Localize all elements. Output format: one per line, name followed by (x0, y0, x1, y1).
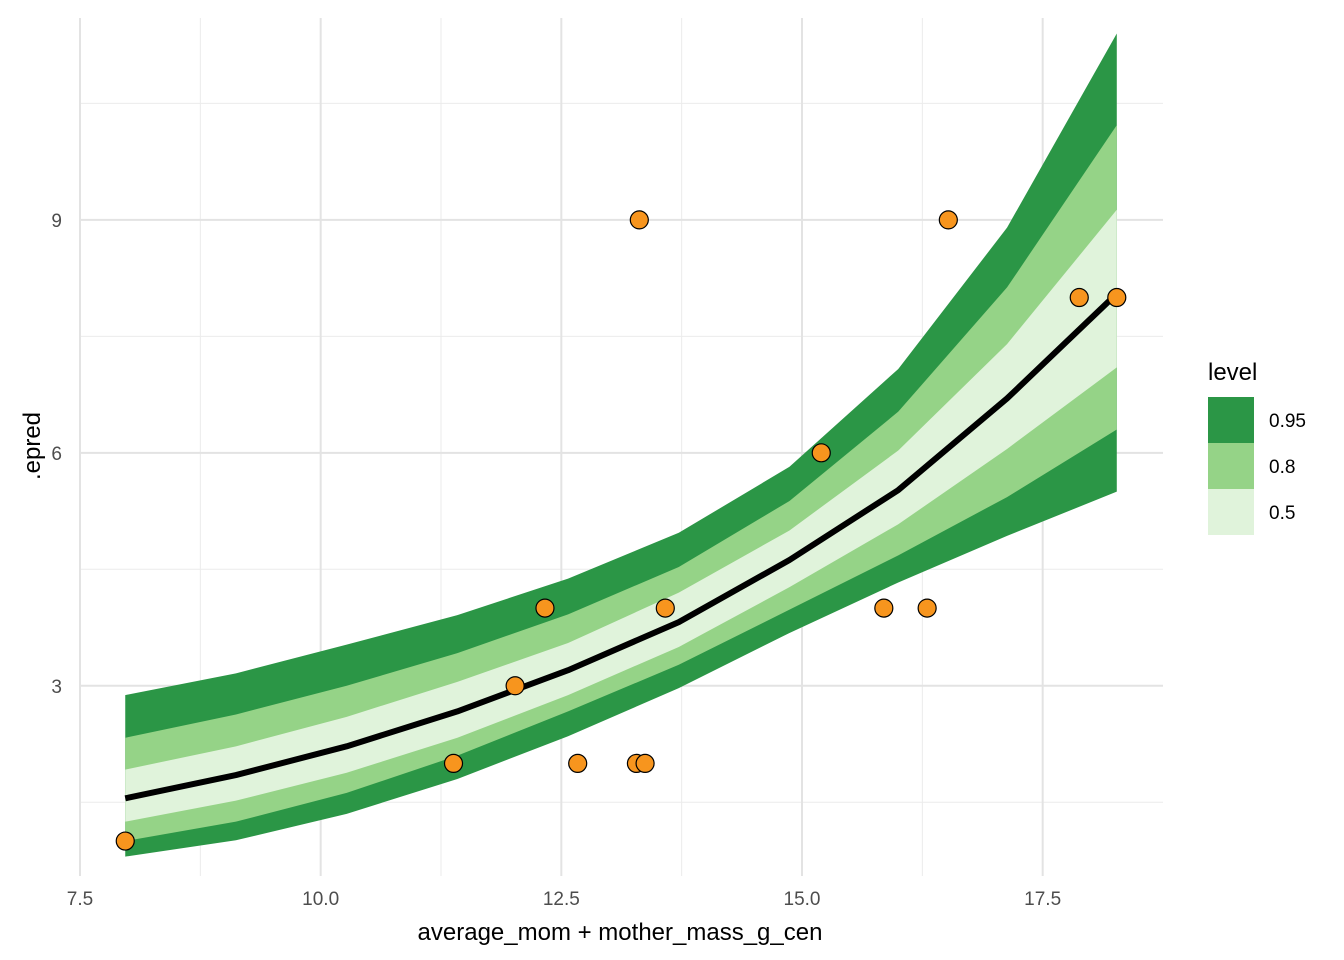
legend-label: 0.95 (1269, 411, 1306, 432)
legend-swatch-0.8 (1208, 443, 1254, 489)
data-point (655, 598, 675, 618)
observed-points (115, 210, 1127, 851)
y-tick-label: 9 (51, 211, 62, 232)
x-tick-label: 12.5 (543, 889, 580, 910)
x-tick-label: 17.5 (1024, 889, 1061, 910)
legend-title: level (1208, 359, 1257, 386)
data-point (505, 676, 525, 696)
data-point (938, 210, 958, 230)
prediction-line (124, 291, 1119, 802)
band-0.95 (125, 33, 1117, 857)
legend: level 0.95 0.8 0.5 (1208, 359, 1306, 535)
data-point (1069, 287, 1089, 308)
data-point (115, 831, 135, 851)
credible-bands (125, 33, 1117, 857)
x-axis-ticks: 7.5 10.0 12.5 15.0 17.5 (67, 889, 1061, 910)
data-point (535, 598, 555, 618)
legend-label: 0.5 (1269, 503, 1295, 524)
legend-entries: 0.95 0.8 0.5 (1208, 397, 1306, 535)
band-0.5 (125, 209, 1117, 822)
median-line (124, 291, 1119, 802)
legend-swatch-0.5 (1208, 489, 1254, 535)
data-point (629, 210, 649, 230)
y-axis-title: .epred (19, 412, 46, 480)
data-point (874, 598, 894, 618)
data-point (1107, 287, 1127, 308)
x-tick-label: 7.5 (67, 889, 93, 910)
x-axis-title: average_mom + mother_mass_g_cen (418, 919, 823, 946)
x-tick-label: 15.0 (784, 889, 821, 910)
y-axis-ticks: 3 6 9 (51, 211, 62, 698)
legend-swatch-0.95 (1208, 397, 1254, 443)
y-tick-label: 3 (51, 677, 62, 698)
data-point (568, 753, 588, 774)
data-point (917, 598, 937, 618)
legend-label: 0.8 (1269, 457, 1295, 478)
data-point (443, 753, 464, 774)
data-point (811, 443, 831, 463)
x-tick-label: 10.0 (302, 889, 339, 910)
data-point (635, 753, 655, 774)
y-tick-label: 6 (51, 444, 62, 465)
